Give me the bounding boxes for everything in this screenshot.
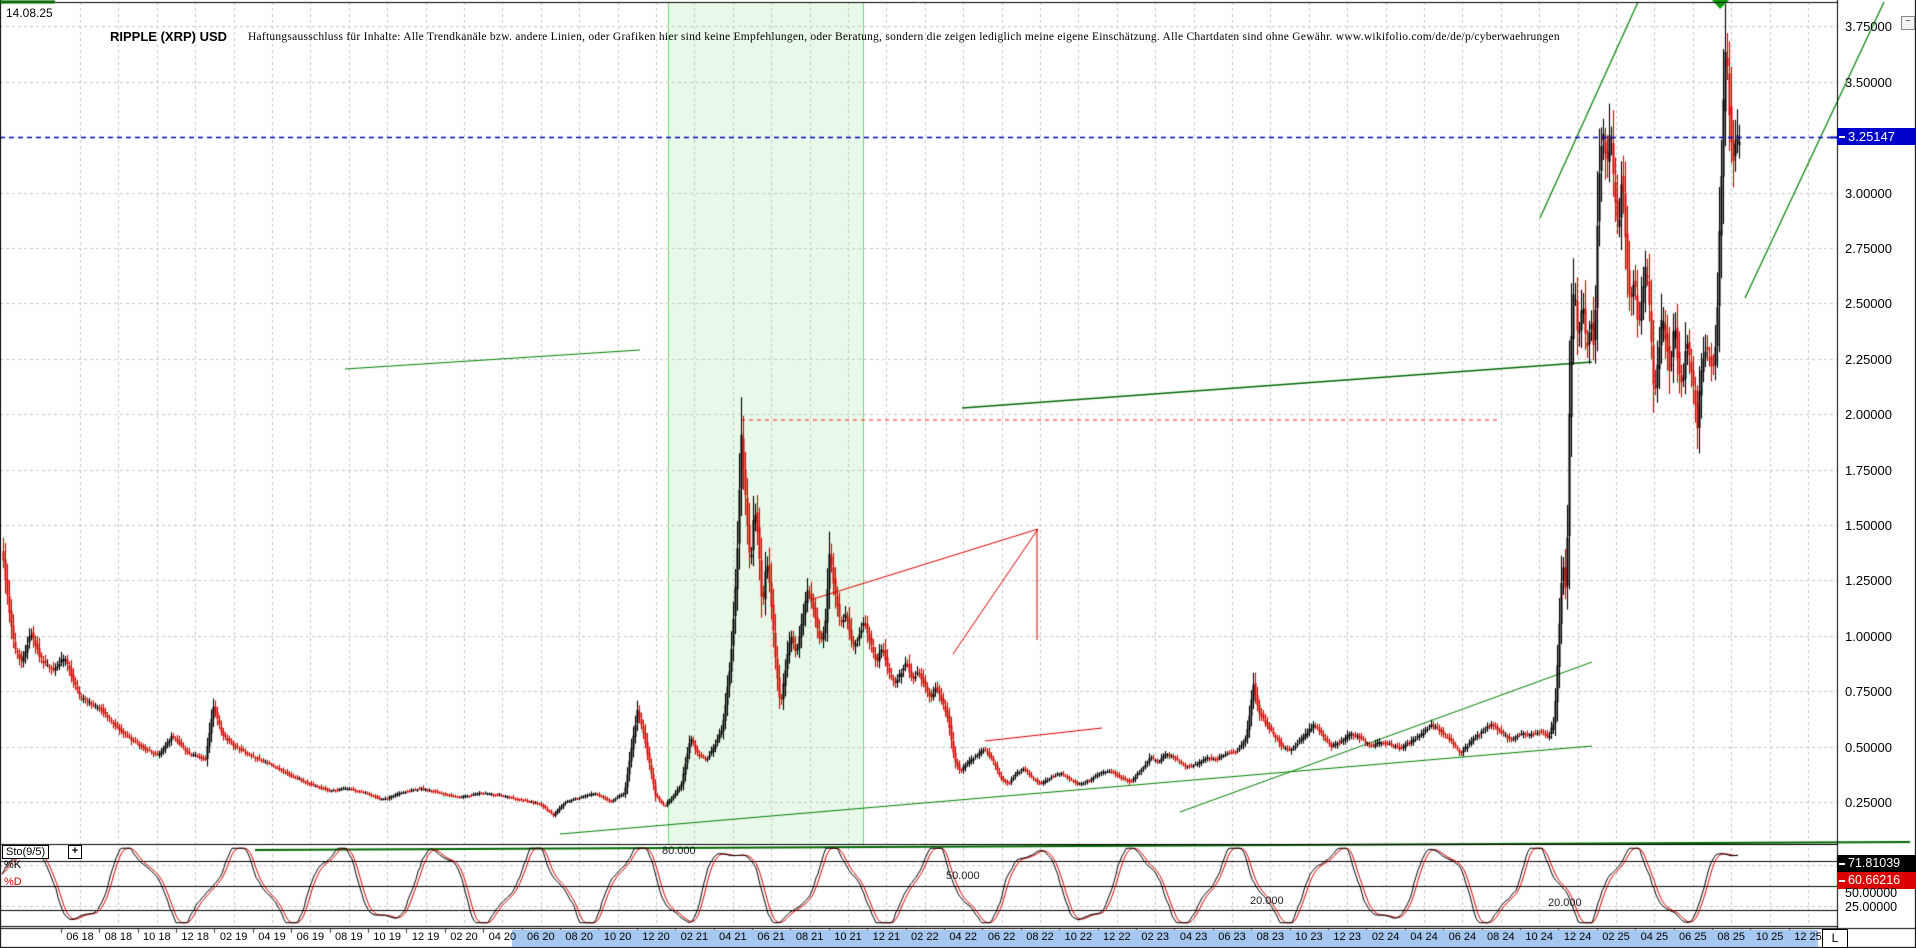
time-tick-label: 04 21 xyxy=(719,931,747,943)
time-tick-label: 08 22 xyxy=(1026,931,1054,943)
price-tick-label: 3.00000 xyxy=(1845,185,1892,201)
price-tick-label: 0.25000 xyxy=(1845,795,1892,810)
time-tick-label: 02 25 xyxy=(1602,931,1630,943)
time-axis-highlight xyxy=(512,929,1818,947)
price-tick-label: 3.50000 xyxy=(1845,74,1892,90)
time-tick-label: 12 19 xyxy=(411,931,440,943)
price-tick-label: 3.75000 xyxy=(1845,19,1892,35)
time-tick-label: 04 23 xyxy=(1179,931,1208,943)
time-tick-label: 10 25 xyxy=(1755,931,1784,943)
time-tick-label: 08 23 xyxy=(1256,931,1285,943)
collapse-icon[interactable]: − xyxy=(1901,16,1915,30)
stochastic-d-label: %D xyxy=(4,876,22,888)
price-tick-label: 0.50000 xyxy=(1845,739,1892,755)
time-tick-label: 06 25 xyxy=(1679,931,1707,943)
price-tick-label: 1.25000 xyxy=(1845,573,1892,589)
stochastic-k-label: %K xyxy=(4,859,22,871)
time-axis: 06 18 08 18 10 18 12 18 02 19 04 19 06 19 08 19… xyxy=(0,928,1916,948)
time-tick-label: 12 25 xyxy=(1794,931,1822,943)
stochastic-axis-label-25: 25.00000 xyxy=(1845,900,1898,914)
time-tick-label: 06 22 xyxy=(987,931,1016,943)
page-title: RIPPLE (XRP) USD xyxy=(110,29,228,44)
price-tick-label: 1.00000 xyxy=(1845,628,1892,644)
time-tick-label: 10 20 xyxy=(603,931,632,943)
stochastic-axis-label-50: 50.00000 xyxy=(1845,886,1898,900)
time-tick-label: 02 24 xyxy=(1371,931,1400,943)
price-tick-label: 1.50000 xyxy=(1845,518,1892,533)
time-tick-label: 06 21 xyxy=(757,931,785,943)
time-tick-label: 06 18 xyxy=(66,931,94,943)
threshold-label: 20.000 xyxy=(1250,895,1284,907)
time-tick-label: 12 20 xyxy=(642,931,670,943)
stochastic-k-value-badge: 71.81039 xyxy=(1837,855,1916,872)
stochastic-d-value-badge: 60.66216 xyxy=(1837,872,1916,889)
time-tick-label: 12 22 xyxy=(1103,931,1131,943)
current-price-badge: 3.25147 xyxy=(1837,128,1916,145)
time-tick-label: 10 21 xyxy=(834,931,862,943)
disclaimer-text: Haftungsausschluss für Inhalte: Alle Tre… xyxy=(248,31,1560,43)
time-tick-label: 10 24 xyxy=(1525,931,1553,943)
time-tick-label: 08 18 xyxy=(104,931,133,943)
time-tick-label: 06 20 xyxy=(527,931,555,943)
time-tick-label: 04 19 xyxy=(258,931,286,943)
price-tick-label: 1.75000 xyxy=(1845,462,1892,478)
axis-mode-button[interactable]: L xyxy=(1822,929,1848,948)
time-tick-label: 10 19 xyxy=(373,931,401,943)
price-tick-label: 0.75000 xyxy=(1845,684,1892,700)
time-tick-label: 12 18 xyxy=(181,931,209,943)
time-tick-label: 10 22 xyxy=(1064,931,1093,943)
time-tick-label: 02 23 xyxy=(1141,931,1169,943)
time-tick-label: 04 20 xyxy=(488,931,517,943)
time-tick-label: 02 21 xyxy=(680,931,709,943)
price-tick-label: 2.00000 xyxy=(1845,407,1892,423)
time-tick-label: 06 23 xyxy=(1218,931,1246,943)
time-tick-label: 02 19 xyxy=(219,931,248,943)
indicator-name-button[interactable]: Sto(9/5) xyxy=(2,845,50,859)
time-tick-label: 08 24 xyxy=(1487,931,1515,943)
current-date-label: 14.08.25 xyxy=(6,6,53,20)
price-tick-label: 2.75000 xyxy=(1845,241,1892,256)
time-tick-label: 04 25 xyxy=(1640,931,1669,943)
time-tick-label: 02 22 xyxy=(911,931,939,943)
time-tick-label: 12 23 xyxy=(1333,931,1361,943)
time-tick-label: 06 24 xyxy=(1448,931,1477,943)
time-tick-label: 08 19 xyxy=(335,931,363,943)
time-tick-label: 08 20 xyxy=(565,931,593,943)
price-tick-label: 2.25000 xyxy=(1845,351,1892,367)
time-tick-label: 12 21 xyxy=(872,931,901,943)
indicator-expand-icon[interactable]: + xyxy=(68,845,82,859)
threshold-label: 20.000 xyxy=(1548,897,1582,909)
time-tick-label: 10 18 xyxy=(143,931,171,943)
time-tick-label: 06 19 xyxy=(296,931,325,943)
time-tick-label: 02 20 xyxy=(450,931,478,943)
time-tick-label: 04 22 xyxy=(949,931,977,943)
threshold-label: 50.000 xyxy=(946,870,980,882)
price-tick-label: 2.50000 xyxy=(1845,296,1892,312)
time-tick-label: 10 23 xyxy=(1295,931,1323,943)
time-tick-label: 12 24 xyxy=(1563,931,1592,943)
time-tick-label: 08 21 xyxy=(795,931,824,943)
time-tick-label: 08 25 xyxy=(1717,931,1745,943)
time-tick-label: 04 24 xyxy=(1410,931,1438,943)
threshold-label: 80.000 xyxy=(662,845,696,857)
